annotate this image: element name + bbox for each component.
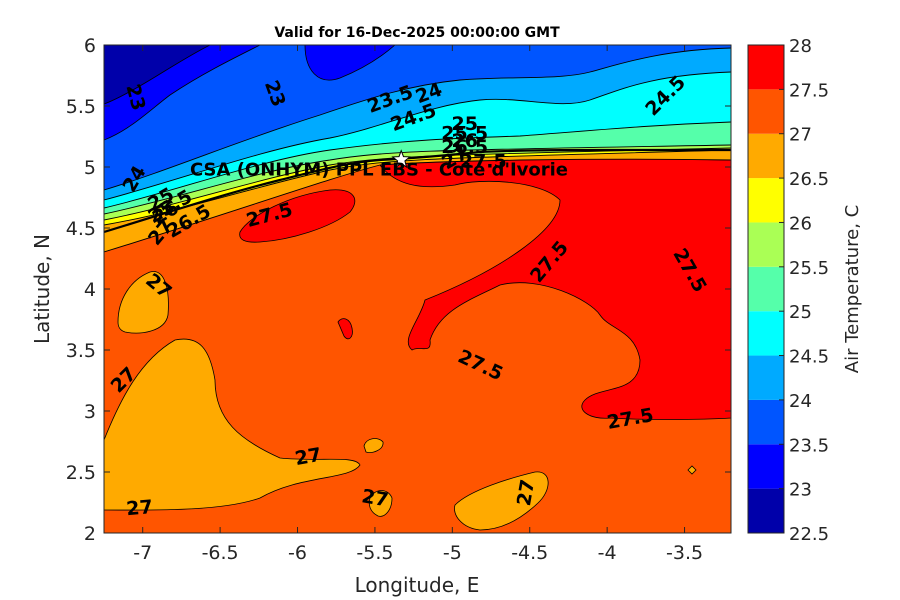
x-tick-label: -7	[133, 542, 152, 564]
colorbar-tick-label: 25	[789, 302, 812, 323]
band-23-23.5-north	[304, 45, 396, 81]
band-23.5-24	[104, 45, 731, 190]
colorbar-tick-label: 27	[789, 125, 812, 146]
band-26.5-27-north	[104, 150, 731, 252]
contour-label: 27	[360, 485, 390, 511]
y-tick-label: 4	[84, 279, 96, 301]
x-tick-label: -5	[443, 542, 462, 564]
contour-label: 26.5	[441, 136, 488, 158]
colorbar-tick-label: 23	[789, 480, 812, 501]
x-axis: -7 -6.5 -6 -5.5 -5 -4.5 -4 -3.5	[133, 45, 703, 564]
y-tick-label: 5.5	[66, 96, 96, 118]
colorbar-tick-label: 24	[789, 391, 812, 412]
region-27.5-plus-east	[379, 154, 731, 420]
y-axis-label: Latitude, N	[30, 234, 54, 344]
x-tick-label: -6.5	[202, 542, 239, 564]
y-tick-label: 4.5	[66, 218, 96, 240]
plot-area	[104, 45, 731, 533]
colorbar-swatch	[748, 266, 784, 312]
contour-label: 27	[125, 496, 153, 520]
contour-label: 27	[293, 444, 323, 470]
colorbar-tick-label: 25.5	[789, 258, 829, 279]
y-tick-label: 6	[84, 35, 96, 57]
site-marker	[391, 149, 412, 169]
colorbar-swatch	[748, 133, 784, 179]
contour-label: 27.5	[460, 151, 507, 173]
coastline	[104, 148, 731, 234]
region-26.5-27-south	[454, 471, 549, 531]
colorbar-tick-label: 28	[789, 36, 812, 57]
x-tick-label: -3.5	[666, 542, 703, 564]
colorbar-swatch	[748, 222, 784, 267]
colorbar-tick-label: 23.5	[789, 435, 829, 456]
y-tick-label: 2	[84, 523, 96, 545]
colorbar-tick-label: 22.5	[789, 524, 829, 545]
colorbar-swatch	[748, 311, 784, 356]
colorbar-swatch	[748, 355, 784, 400]
colorbar-frame	[747, 44, 785, 534]
region-26.5-27-islet-2	[368, 490, 393, 517]
band-24.5-25	[104, 72, 731, 208]
star-icon	[391, 149, 412, 169]
band-25-25.5	[104, 122, 731, 214]
contour-label: 26	[451, 130, 477, 152]
band-24-24.5	[104, 48, 731, 200]
colorbar-swatch	[748, 488, 784, 533]
y-tick-label: 3	[84, 401, 96, 423]
chart-title: Valid for 16-Dec-2025 00:00:00 GMT	[274, 25, 560, 41]
contour-label: 27	[513, 478, 539, 508]
band-22.5-23	[104, 45, 211, 105]
region-27.5-plus-west	[239, 189, 356, 243]
colorbar-swatch	[748, 45, 784, 90]
y-tick-label: 3.5	[66, 340, 96, 362]
colorbar-tick-label: 24.5	[789, 347, 829, 368]
colorbar: 22.5 23 23.5 24 24.5 25 25.5 26 26.5 27 27.5 28	[747, 36, 829, 545]
region-27.5-plus-small	[337, 318, 353, 340]
colorbar-tick-label: 26.5	[789, 169, 829, 190]
colorbar-swatch	[748, 399, 784, 445]
x-tick-label: -5.5	[356, 542, 393, 564]
colorbar-label: Air Temperature, C	[842, 205, 863, 373]
region-26.5-27-southwest	[104, 338, 361, 511]
y-axis: 2 2.5 3 3.5 4 4.5 5 5.5 6	[66, 35, 731, 545]
x-tick-label: -4	[598, 542, 617, 564]
x-tick-label: -4.5	[511, 542, 548, 564]
colorbar-swatch	[748, 444, 784, 489]
contour-label: 25	[451, 113, 477, 135]
y-tick-label: 2.5	[66, 462, 96, 484]
colorbar-tick-label: 27.5	[789, 80, 829, 101]
colorbar-swatch	[748, 178, 784, 223]
region-26.5-27-islet	[363, 438, 384, 453]
x-axis-label: Longitude, E	[355, 573, 480, 597]
region-26.5-27-dot	[687, 465, 697, 475]
contour-label: 25.5	[441, 123, 488, 145]
y-tick-label: 5	[84, 157, 96, 179]
colorbar-tick-label: 26	[789, 213, 812, 234]
x-tick-label: -6	[288, 542, 307, 564]
colorbar-swatch	[748, 89, 784, 134]
region-26.5-27-west	[117, 271, 169, 334]
site-label: CSA (ONHYM) PPL EBS - Cote d'Ivorie	[190, 160, 568, 181]
